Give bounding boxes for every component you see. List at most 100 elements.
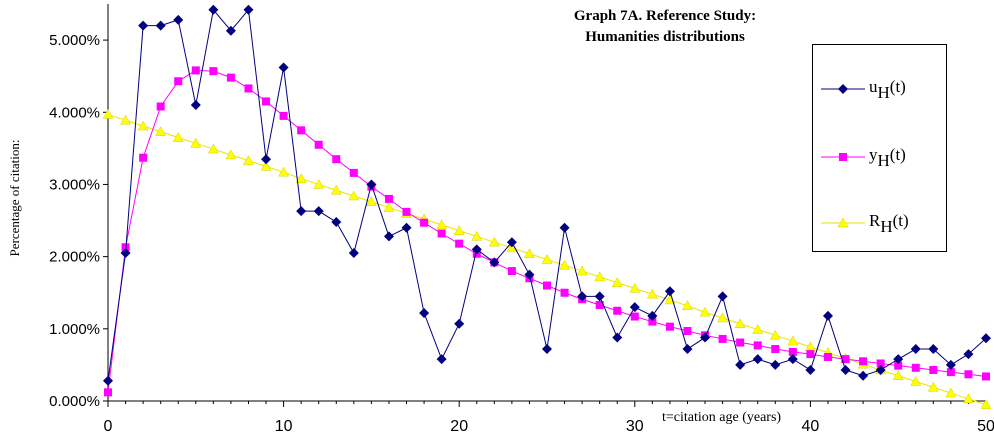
legend-item-y: yH(t) [813,145,946,170]
data-point [718,334,727,343]
y-tick-label: 1.000% [49,321,100,338]
y-tick-label: 2.000% [49,249,100,266]
data-point [313,178,325,189]
data-point [349,168,358,177]
x-tick-label: 20 [450,418,468,435]
data-point [577,291,588,302]
data-point [139,153,148,162]
axes: 0.000% 1.000% 2.000% 3.000% 4.000% 5.000% 0 10 2… [49,4,994,435]
data-point [893,354,904,365]
data-point [541,254,553,264]
data-point [330,184,342,195]
data-point [279,111,288,120]
series-layer [102,4,992,409]
data-point [383,202,395,212]
data-point [700,332,711,343]
data-point [103,375,113,386]
data-point [682,344,693,355]
x-tick-label: 50 [977,418,994,435]
data-point [243,155,254,165]
data-point [559,259,570,270]
data-point [963,393,974,404]
chart-title: Graph 7A. Reference Study: Humanities di… [540,6,790,48]
data-point [455,239,464,248]
data-point [787,335,799,346]
y-tick-label: 5.000% [49,32,100,49]
data-point [437,229,446,238]
legend-y-subscript: H [877,151,890,170]
data-point [208,4,219,15]
data-point [261,154,272,165]
data-point [682,300,693,310]
legend-r-name: R [869,211,881,230]
data-point [278,62,289,73]
data-point [332,155,341,164]
data-point [770,359,781,370]
data-point [542,344,552,355]
x-tick-label: 10 [275,418,293,435]
data-point [734,318,746,329]
data-point [823,352,832,361]
data-point [207,143,219,154]
legend-label-y: yH(t) [869,145,906,170]
chart-title-line1: Graph 7A. Reference Study: [573,8,757,24]
legend-item-u: uH(t) [813,77,946,102]
data-point [244,84,253,93]
data-point [804,341,816,352]
data-point [436,354,447,365]
data-point [155,20,166,31]
data-point [629,302,640,313]
data-point [559,222,570,233]
data-point [665,322,674,331]
data-point [102,108,114,119]
data-point [174,77,183,86]
y-tick-label: 4.000% [49,104,100,121]
data-point [981,333,991,344]
legend-label-u: uH(t) [869,77,906,102]
data-point [331,216,342,227]
data-point [419,307,430,318]
data-point [295,173,307,183]
data-point [488,236,500,247]
data-point [260,160,272,171]
data-point [209,67,218,76]
data-point [560,288,569,297]
series-r [102,108,992,409]
legend-u-subscript: H [877,83,890,102]
data-point [278,166,290,177]
legend-u-suffix: (t) [889,77,906,96]
data-point [875,364,886,375]
data-point [225,25,236,36]
legend-u-name: u [869,77,878,96]
data-point [841,355,850,364]
data-point [945,387,957,398]
data-point [805,364,816,375]
x-tick-label: 30 [626,418,644,435]
data-point [647,310,658,321]
data-point [753,341,762,350]
legend-item-r: RH(t) [813,211,946,236]
data-point [982,372,990,381]
data-point [155,126,167,137]
y-axis-label: Percentage of citation: [7,139,22,257]
data-point [736,338,745,347]
data-point [717,291,728,302]
data-point [964,370,973,379]
data-point [946,368,955,377]
series-u [103,4,991,386]
data-point [156,102,165,111]
data-point [120,248,131,259]
data-point [420,218,429,227]
data-point [453,225,465,235]
data-point [894,361,903,370]
data-point [104,388,112,397]
data-point [262,97,271,106]
data-point [927,381,939,392]
data-point [646,288,658,299]
data-point [401,222,412,233]
data-point [138,20,149,31]
data-point [313,206,324,217]
legend-r-subscript: H [880,217,893,236]
data-point [471,244,482,255]
data-point [630,312,639,321]
